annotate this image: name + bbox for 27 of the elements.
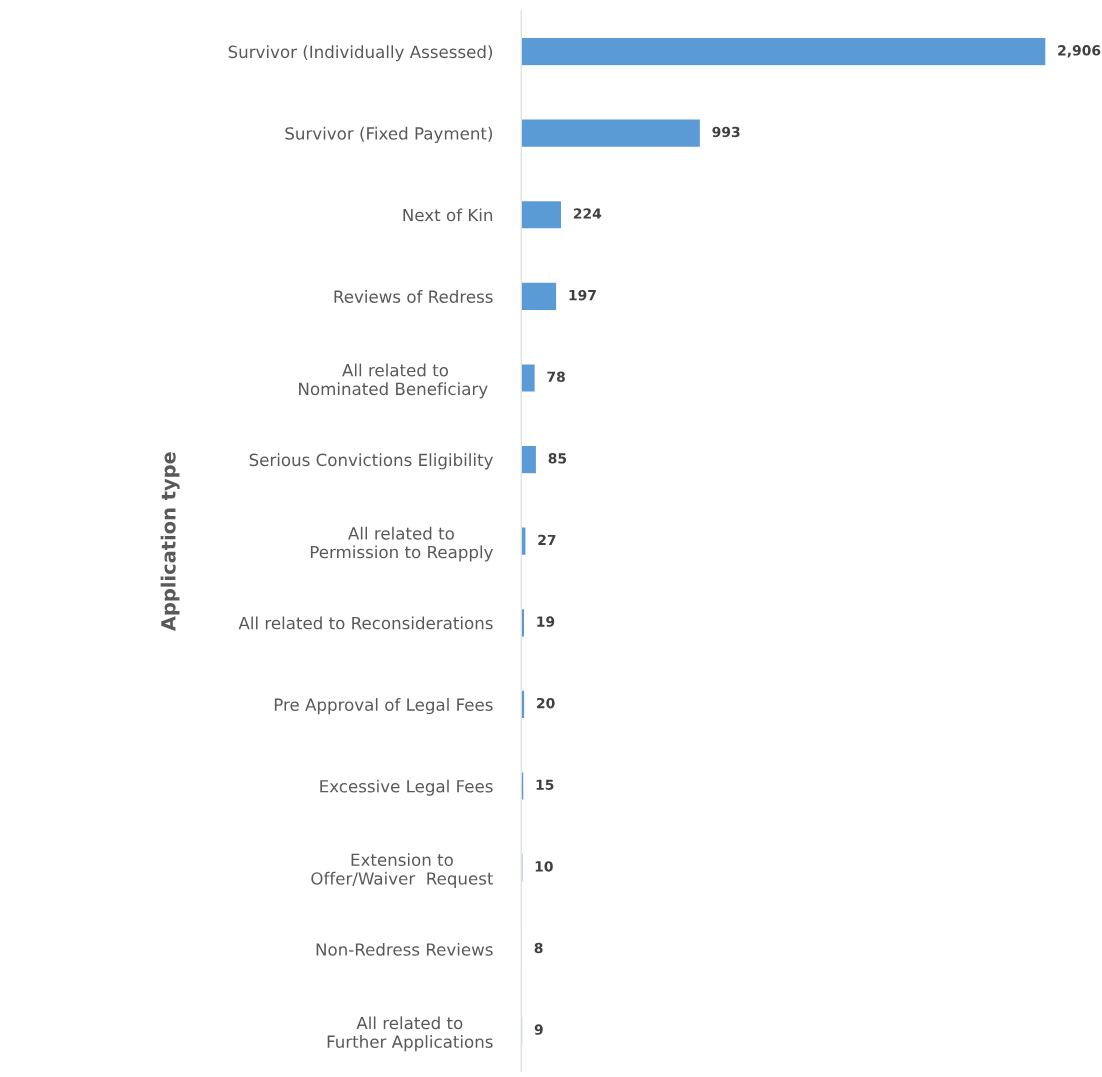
data-label: 2,906 [1058, 45, 1101, 58]
y-tick-label: Non-Redress Reviews [316, 942, 493, 956]
y-tick-label: All related to Reconsiderations [238, 616, 493, 630]
data-label: 993 [712, 126, 740, 138]
y-tick-label: Survivor (Individually Assessed) [228, 45, 493, 62]
y-tick-label: Reviews of Redress [334, 290, 493, 303]
data-label: 20 [537, 697, 555, 709]
data-label: 197 [569, 289, 596, 301]
data-label: 19 [537, 616, 555, 627]
data-label: 15 [536, 779, 554, 791]
data-label: 10 [535, 861, 553, 872]
data-label: 78 [547, 371, 565, 383]
y-tick-label: All related to Permission to Reapply [310, 526, 493, 562]
data-label: 9 [534, 1024, 543, 1035]
data-label: 8 [534, 942, 543, 954]
y-tick-label: Pre Approval of Legal Fees [274, 698, 493, 715]
y-tick-label: All related to Nominated Beneficiary [299, 363, 488, 399]
y-tick-label: All related to Further Applications [327, 1016, 493, 1052]
y-tick-label: Excessive Legal Fees [320, 779, 493, 796]
data-label: 224 [573, 208, 602, 219]
y-axis-title: Application type [160, 452, 180, 632]
y-tick-label: Extension to Offer/Waiver Request [311, 853, 494, 888]
data-label: 85 [548, 453, 567, 464]
y-tick-label: Serious Convictions Eligibility [249, 453, 493, 470]
y-tick-label: Survivor (Fixed Payment) [285, 126, 493, 143]
data-label: 27 [538, 534, 556, 546]
y-tick-label: Next of Kin [403, 208, 493, 222]
